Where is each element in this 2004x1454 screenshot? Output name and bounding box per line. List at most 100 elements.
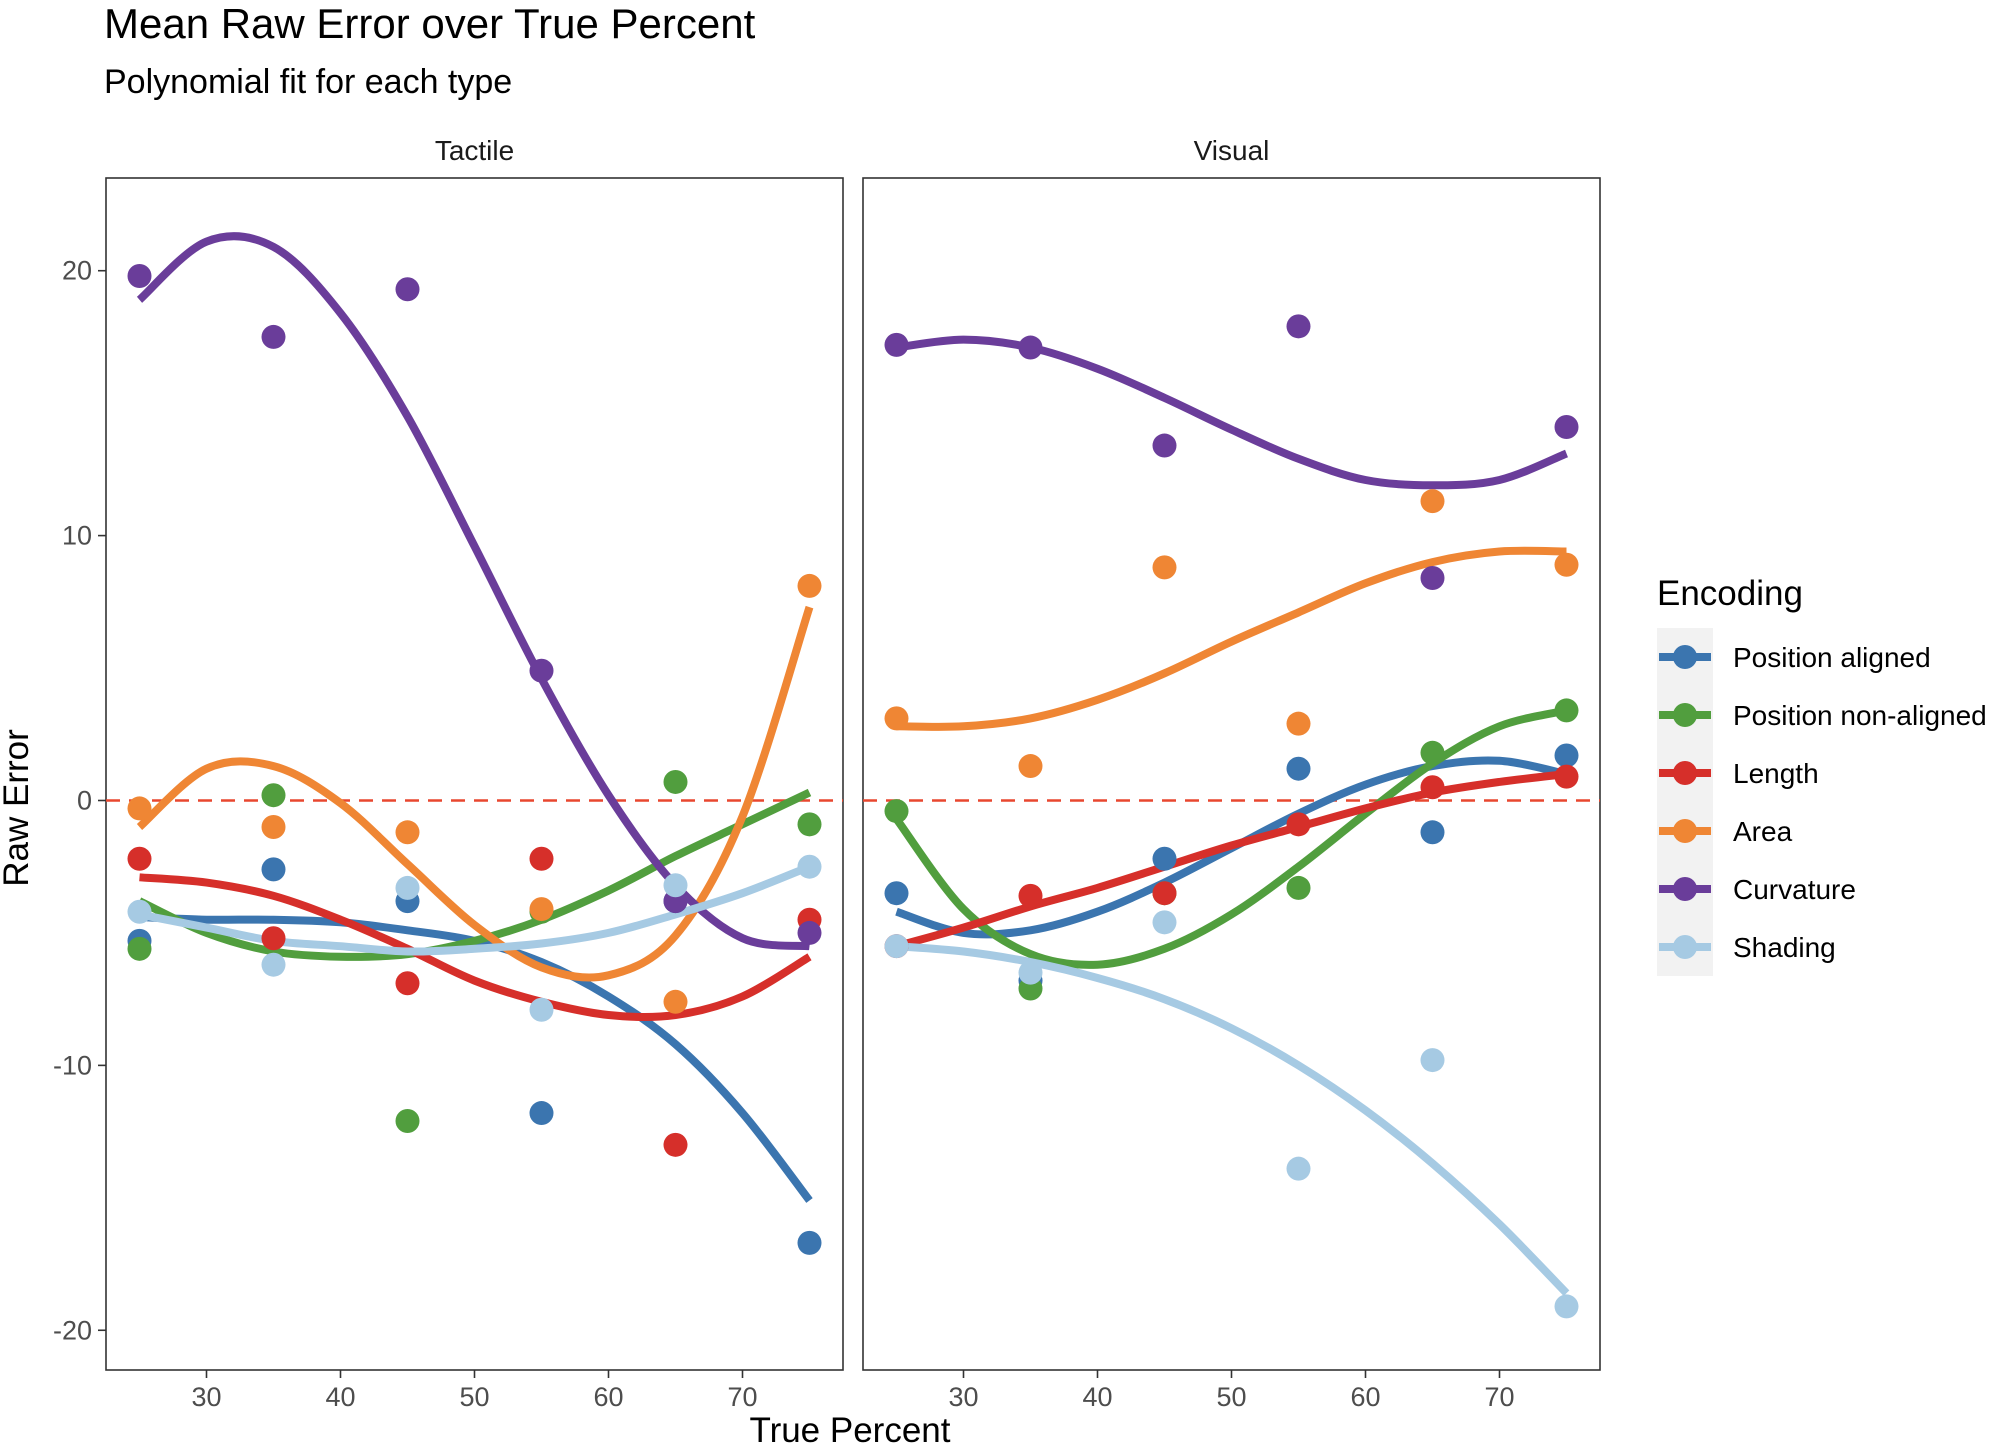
data-point-shading-tactile [395,875,420,900]
x-tick-label: 30 [948,1382,978,1412]
legend-label-position-non-aligned: Position non-aligned [1733,700,1987,731]
data-point-curvature-visual [884,332,909,357]
x-tick-label: 40 [325,1382,355,1412]
panel-border-tactile [105,177,844,1371]
data-point-position-aligned-tactile [529,1101,554,1126]
data-point-position-non-aligned-tactile [797,812,822,837]
x-tick-label: 60 [1350,1382,1380,1412]
data-point-area-visual [1152,555,1177,580]
data-point-curvature-tactile [797,920,822,945]
data-point-area-tactile [127,796,152,821]
data-point-position-non-aligned-tactile [127,936,152,961]
legend-title: Encoding [1657,574,1803,613]
legend-label-length: Length [1733,758,1819,789]
legend-label-shading: Shading [1733,932,1836,963]
fit-line-position-non-aligned-visual [893,706,1568,969]
data-point-length-visual [1286,812,1311,837]
plot-panels: Tactile 30 40 50 60 70 -20 -10 0 10 20 Visual 30 40 50… [53,135,1601,1412]
data-point-shading-visual [1152,910,1177,935]
data-point-position-aligned-tactile [261,857,286,882]
data-point-shading-visual [1286,1156,1311,1181]
legend-key-dot-area [1673,819,1697,843]
data-point-curvature-tactile [127,264,152,289]
fit-line-shading-visual [896,942,1570,1296]
data-point-position-non-aligned-tactile [395,1109,420,1134]
data-point-curvature-tactile [395,277,420,302]
panel-strip-label-visual: Visual [1194,135,1270,166]
legend-key-dot-position-aligned [1673,645,1697,669]
y-tick-label: 10 [62,521,92,551]
data-point-shading-visual [1018,960,1043,985]
legend-key-dot-curvature [1673,877,1697,901]
data-point-position-non-aligned-tactile [663,769,688,794]
data-point-curvature-tactile [529,658,554,683]
fit-line-length-visual [895,770,1567,951]
y-axis-title: Raw Error [0,729,36,887]
panel-tactile: Tactile 30 40 50 60 70 -20 -10 0 10 20 [53,135,844,1412]
panel-visual: Visual 30 40 50 60 70 [862,135,1601,1412]
x-tick-label: 70 [727,1382,757,1412]
data-point-position-aligned-visual [1286,756,1311,781]
x-axis-title: True Percent [749,1411,950,1450]
data-point-shading-tactile [797,854,822,879]
legend-key-dot-length [1673,761,1697,785]
chart-subtitle: Polynomial fit for each type [104,63,512,101]
data-point-area-visual [1554,552,1579,577]
data-point-curvature-tactile [261,324,286,349]
data-point-shading-tactile [261,952,286,977]
data-point-curvature-visual [1018,335,1043,360]
data-point-position-aligned-visual [1152,846,1177,871]
data-point-shading-tactile [663,873,688,898]
data-point-shading-tactile [127,899,152,924]
data-point-area-tactile [261,814,286,839]
data-point-length-visual [1152,881,1177,906]
data-point-curvature-visual [1554,414,1579,439]
data-point-length-tactile [395,971,420,996]
x-tick-label: 30 [191,1382,221,1412]
data-point-length-tactile [663,1132,688,1157]
data-point-area-visual [1286,711,1311,736]
data-point-length-visual [1554,764,1579,789]
panel-border-visual [862,177,1601,1371]
data-point-length-tactile [127,846,152,871]
data-point-length-visual [1018,883,1043,908]
y-tick-label: 0 [77,785,92,815]
fit-line-position-non-aligned-tactile [137,788,812,961]
x-tick-label: 50 [459,1382,489,1412]
legend: Encoding Position aligned Position non-ali… [1657,574,1987,976]
data-point-position-non-aligned-visual [884,799,909,824]
x-tick-label: 40 [1082,1382,1112,1412]
data-point-curvature-visual [1152,433,1177,458]
legend-label-position-aligned: Position aligned [1733,642,1931,673]
data-point-position-aligned-tactile [797,1230,822,1255]
data-point-area-tactile [395,820,420,845]
fit-line-length-tactile [139,873,812,1022]
data-point-position-aligned-visual [1554,743,1579,768]
fit-line-area-visual [896,546,1567,731]
legend-label-curvature: Curvature [1733,874,1856,905]
data-point-area-visual [1018,754,1043,779]
x-tick-label: 70 [1484,1382,1514,1412]
fit-line-shading-tactile [138,862,811,956]
data-point-position-non-aligned-visual [1420,740,1445,765]
data-point-curvature-visual [1420,565,1445,590]
data-point-area-visual [884,706,909,731]
x-tick-label: 50 [1216,1382,1246,1412]
data-point-area-tactile [797,573,822,598]
fit-line-area-tactile [136,605,814,982]
data-point-position-non-aligned-tactile [261,783,286,808]
data-point-curvature-visual [1286,314,1311,339]
data-point-position-aligned-visual [1420,820,1445,845]
chart-title: Mean Raw Error over True Percent [104,0,756,47]
panel-strip-label-tactile: Tactile [435,135,514,166]
data-point-shading-visual [884,934,909,959]
data-point-position-non-aligned-visual [1554,698,1579,723]
legend-key-dot-shading [1673,935,1697,959]
data-point-position-aligned-visual [884,881,909,906]
data-point-shading-tactile [529,997,554,1022]
data-point-length-tactile [261,926,286,951]
data-point-position-non-aligned-visual [1286,875,1311,900]
fit-line-curvature-visual [895,335,1569,490]
legend-key-dot-position-non-aligned [1673,703,1697,727]
